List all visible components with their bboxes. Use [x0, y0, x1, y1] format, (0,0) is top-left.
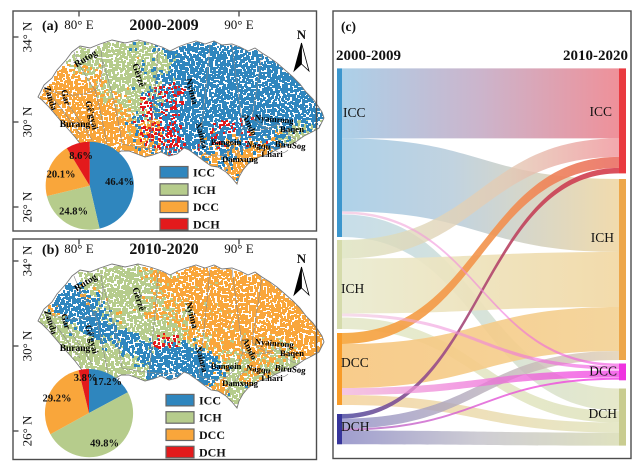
svg-text:BiruSog: BiruSog [274, 363, 306, 376]
svg-text:8.6%: 8.6% [69, 151, 93, 162]
svg-text:Baqen: Baqen [280, 348, 304, 358]
svg-text:30° N: 30° N [20, 106, 35, 137]
svg-text:DCC: DCC [341, 355, 369, 370]
svg-text:N: N [297, 251, 307, 266]
svg-text:DCC: DCC [199, 428, 225, 442]
svg-text:DCH: DCH [193, 217, 220, 231]
svg-text:Burang: Burang [60, 344, 91, 354]
svg-text:2000-2009: 2000-2009 [129, 17, 198, 34]
svg-text:Burang: Burang [60, 120, 91, 130]
svg-text:30° N: 30° N [20, 330, 35, 361]
svg-text:90° E: 90° E [224, 17, 253, 32]
svg-text:Damxung: Damxung [222, 378, 259, 388]
svg-text:20.1%: 20.1% [47, 170, 76, 181]
svg-text:Nagqu: Nagqu [246, 138, 272, 151]
svg-text:DCC: DCC [193, 200, 219, 214]
svg-text:Gar: Gar [59, 88, 73, 106]
svg-text:80° E: 80° E [64, 17, 93, 32]
svg-text:(b): (b) [42, 243, 59, 258]
svg-text:ICH: ICH [199, 411, 222, 425]
svg-text:ICC: ICC [193, 166, 215, 180]
svg-text:Lhari: Lhari [261, 149, 283, 159]
svg-text:DCC: DCC [589, 364, 617, 379]
svg-text:26° N: 26° N [20, 191, 35, 222]
svg-text:Nagqu: Nagqu [246, 362, 272, 375]
svg-text:ICH: ICH [341, 281, 365, 296]
svg-text:2010-2020: 2010-2020 [129, 241, 198, 258]
svg-text:Baqen: Baqen [280, 124, 304, 134]
svg-text:Damxung: Damxung [222, 154, 259, 164]
svg-text:ICC: ICC [343, 105, 366, 120]
svg-text:80° E: 80° E [64, 241, 93, 256]
svg-text:DCH: DCH [341, 419, 370, 434]
svg-text:ICH: ICH [591, 230, 615, 245]
svg-text:Nyainrong: Nyainrong [254, 112, 294, 125]
svg-text:DCH: DCH [199, 445, 226, 459]
svg-text:49.8%: 49.8% [90, 439, 119, 450]
svg-text:DCH: DCH [588, 406, 617, 421]
svg-text:90° E: 90° E [224, 241, 253, 256]
svg-text:3.8%: 3.8% [74, 373, 98, 384]
svg-text:ICC: ICC [589, 104, 612, 119]
svg-text:26° N: 26° N [20, 415, 35, 446]
svg-text:Lhari: Lhari [261, 373, 283, 383]
svg-text:Bangoin: Bangoin [211, 137, 242, 147]
svg-text:46.4%: 46.4% [105, 177, 134, 188]
svg-text:Nyainrong: Nyainrong [254, 336, 294, 349]
svg-text:34° N: 34° N [20, 21, 35, 52]
svg-text:(a): (a) [42, 19, 59, 34]
svg-text:2010-2020: 2010-2020 [563, 48, 628, 64]
svg-text:17.2%: 17.2% [93, 377, 122, 388]
svg-text:29.2%: 29.2% [43, 394, 72, 405]
svg-text:24.8%: 24.8% [59, 207, 88, 218]
svg-text:ICH: ICH [193, 183, 216, 197]
svg-text:Bangoin: Bangoin [211, 361, 242, 371]
svg-text:34° N: 34° N [20, 245, 35, 276]
svg-text:ICC: ICC [199, 393, 221, 407]
svg-text:Gar: Gar [59, 312, 73, 330]
svg-text:BiruSog: BiruSog [274, 139, 306, 152]
svg-text:N: N [297, 27, 307, 42]
svg-text:2000-2009: 2000-2009 [336, 48, 401, 64]
svg-text:(c): (c) [341, 19, 356, 34]
